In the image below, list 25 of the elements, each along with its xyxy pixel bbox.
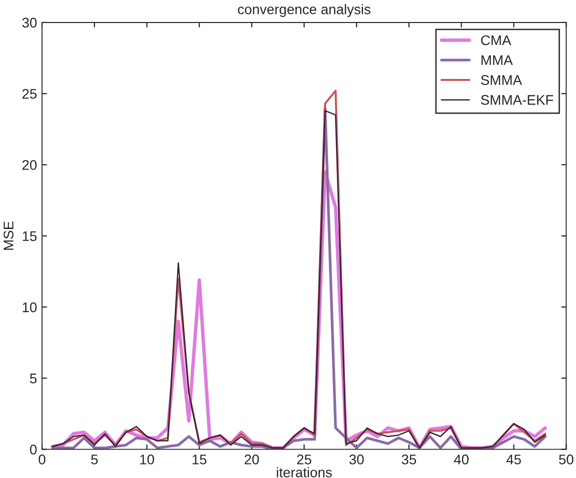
y-tick-label: 0: [30, 444, 37, 454]
x-tick-label: 25: [297, 454, 312, 464]
legend-label: SMMA-EKF: [481, 95, 554, 105]
y-tick-label: 15: [22, 231, 37, 242]
y-tick-label: 5: [30, 374, 37, 384]
x-tick-label: 20: [244, 454, 259, 464]
x-tick-label: 35: [402, 454, 416, 464]
y-axis-title: MSE: [4, 221, 14, 250]
x-tick-label: 10: [140, 454, 154, 464]
y-tick-label: 10: [22, 302, 37, 312]
y-tick-label: 25: [22, 88, 37, 99]
x-tick-label: 5: [91, 454, 98, 464]
y-tick-label: 20: [22, 160, 37, 170]
chart-title: convergence analysis: [238, 4, 370, 18]
y-tick-label: 30: [22, 18, 37, 28]
x-tick-label: 30: [349, 454, 364, 464]
x-tick-label: 40: [454, 454, 469, 464]
x-tick-label: 45: [506, 454, 521, 464]
x-tick-label: 0: [38, 454, 46, 464]
legend-label: CMA: [481, 35, 512, 46]
x-tick-label: 15: [192, 454, 206, 464]
legend-label: SMMA: [481, 75, 522, 85]
legend-label: MMA: [482, 55, 513, 65]
x-axis-title: iterations: [276, 467, 332, 478]
x-tick-label: 50: [559, 454, 574, 464]
